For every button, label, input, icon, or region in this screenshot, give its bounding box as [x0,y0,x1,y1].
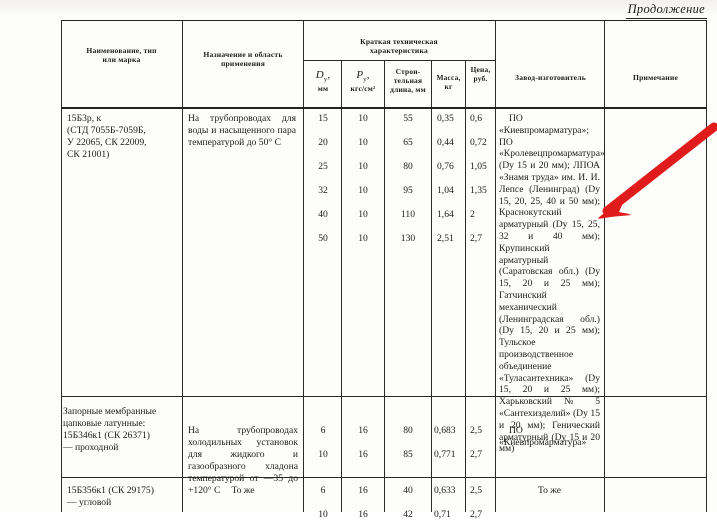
header-dy-symbol: D [315,69,324,81]
col-rule-spec-price [495,21,496,512]
spec-group-underline [304,60,496,61]
row-2-name: Запорные мембранные цапковые латунные: 1… [63,406,157,453]
equipment-table: Наименование, тип или марка Назначение и… [61,20,707,520]
row-3-spec-1-dy: 10 [318,509,328,520]
header-dy-subscript: у [323,76,328,84]
col-rule-dy-py [341,61,342,512]
table-border-right [706,21,707,512]
col-rule-length-mass [431,61,432,512]
table-border-left [61,21,62,512]
row-rule-2 [61,477,707,478]
row-1-spec-4-dy: 40 [318,209,328,220]
header-py-symbol: P [356,69,364,81]
row-1-spec-5-py: 10 [358,233,368,244]
row-2-spec-1-price: 2,7 [470,449,482,460]
row-3-spec-0-mass: 0,633 [434,485,456,496]
row-1-purpose: На трубопроводах для воды и насыщенного … [188,113,296,148]
row-3-spec-0-price: 2,5 [470,485,482,496]
row-1-spec-2-len: 80 [403,161,413,172]
header-py-subscript: у [363,76,367,84]
row-1-name: 15Б3р, к (СТД 7055Б-7059Б, У 22065, СК 2… [67,113,147,160]
row-2-spec-0-py: 16 [358,425,368,436]
header-note-column: Примечание [632,73,679,82]
row-1-spec-1-len: 65 [403,137,413,148]
header-dy-column: Dу, мм [315,69,331,94]
row-2-purpose: На трубопроводах холодильных установок д… [188,425,298,496]
header-length-column: Строи- тельная длина, мм [390,67,426,95]
row-1-spec-5-dy: 50 [318,233,328,244]
row-3-spec-0-len: 40 [403,485,413,496]
header-name-column: Наименование, тип или марка [86,46,157,65]
header-dy-unit: мм [317,84,329,94]
row-1-spec-0-len: 55 [403,113,413,124]
header-py-unit: кгс/см² [350,84,376,94]
row-2-spec-1-mass: 0,771 [434,449,456,460]
row-2-spec-1-len: 85 [403,449,413,460]
row-3-maker: То же [537,485,562,496]
row-1-spec-2-price: 1,05 [470,161,487,172]
row-1-spec-3-dy: 32 [318,185,328,196]
row-3-name: 15Б356к1 (СК 29175) — угловой [67,485,154,508]
row-3-purpose: То же [231,485,255,496]
col-rule-py-length [384,61,385,512]
row-2-spec-1-dy: 10 [318,449,328,460]
row-2-spec-0-len: 80 [403,425,413,436]
row-1-spec-0-dy: 15 [318,113,328,124]
row-1-spec-2-dy: 25 [318,161,328,172]
row-2-maker: ПО «Киевпромарматура» [499,425,587,448]
row-1-spec-5-mass: 2,51 [437,233,454,244]
row-rule-1 [61,396,707,397]
row-1-spec-3-mass: 1,04 [437,185,454,196]
row-1-spec-5-price: 2,7 [470,233,482,244]
row-3-spec-1-mass: 0,71 [434,509,451,520]
row-1-spec-1-dy: 20 [318,137,328,148]
row-1-spec-1-price: 0,72 [470,137,487,148]
row-1-spec-5-len: 130 [400,233,416,244]
row-3-spec-0-dy: 6 [320,485,326,496]
row-1-spec-3-len: 95 [403,185,413,196]
row-1-spec-4-mass: 1,64 [437,209,454,220]
row-1-spec-3-py: 10 [358,185,368,196]
row-3-spec-1-len: 42 [403,509,413,520]
header-spec-group: Краткая техническая характеристика [360,37,438,56]
row-1-spec-2-mass: 0,76 [437,161,454,172]
row-1-spec-0-py: 10 [358,113,368,124]
header-bottom-rule [61,107,707,109]
header-purpose-column: Назначение и область применения [203,50,283,69]
row-1-spec-4-price: 2 [470,209,475,220]
header-py-column: Pу, кгс/см² [350,69,376,94]
row-1-spec-1-mass: 0,44 [437,137,454,148]
row-2-spec-0-mass: 0,683 [434,425,456,436]
scan-edge-band [0,0,717,14]
row-1-spec-4-py: 10 [358,209,368,220]
row-3-spec-1-py: 16 [358,509,368,520]
continuation-heading: Продолжение [625,2,707,19]
col-rule-purpose-spec [303,21,304,512]
row-3-spec-0-py: 16 [358,485,368,496]
row-1-spec-4-len: 110 [400,209,416,220]
col-rule-maker-note [604,21,605,512]
row-2-spec-0-dy: 6 [320,425,326,436]
row-1-maker: ПО «Киевпромарматура»; ПО «Кролевецпрома… [499,113,605,455]
row-1-spec-0-price: 0,6 [470,113,482,124]
row-1-spec-1-py: 10 [358,137,368,148]
col-rule-name-purpose [182,21,183,512]
header-price-column: Цена, руб. [470,65,491,84]
col-rule-mass-price [465,61,466,512]
row-2-spec-1-py: 16 [358,449,368,460]
row-1-spec-0-mass: 0,35 [437,113,454,124]
row-1-spec-2-py: 10 [358,161,368,172]
row-3-spec-1-price: 2,7 [470,509,482,520]
row-1-spec-3-price: 1,35 [470,185,487,196]
header-mass-column: Масса, кг [436,73,461,92]
row-2-spec-0-price: 2,5 [470,425,482,436]
header-maker-column: Завод-изготовитель [515,73,586,82]
